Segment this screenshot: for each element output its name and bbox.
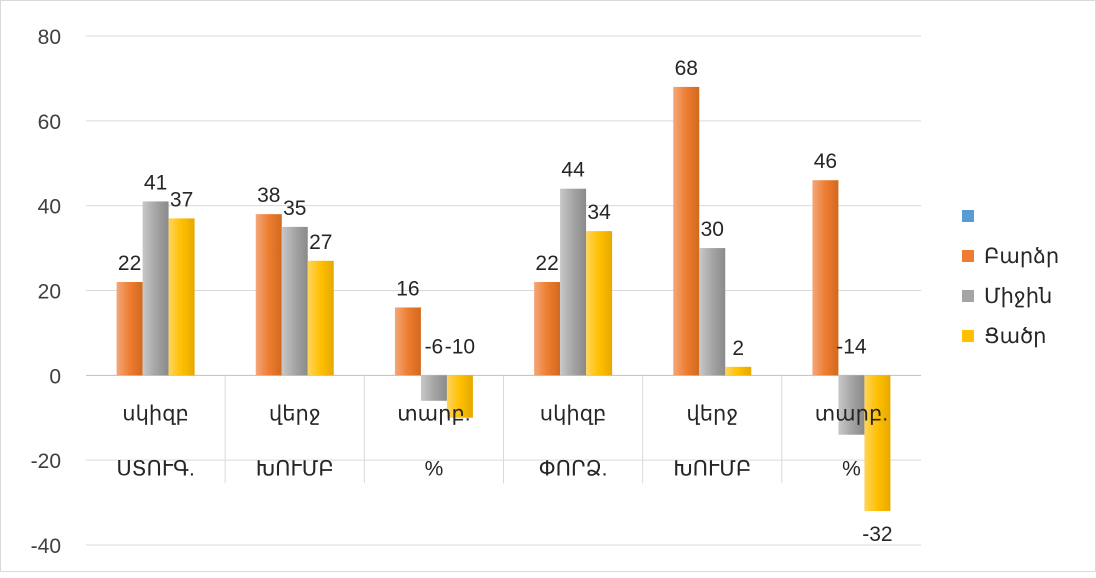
bar	[725, 366, 752, 376]
category-labels: սկիզբ ՍՏՈՒԳ. վերջ ԽՈՒՄԲ տարբ.% սկիզբ ՓՈՐՁ. վերջ…	[116, 375, 888, 484]
legend-swatch	[962, 330, 974, 342]
y-tick-label: 60	[38, 111, 61, 134]
bar	[307, 260, 334, 376]
data-label: -6	[425, 335, 444, 358]
bar	[116, 282, 143, 376]
bar	[812, 180, 839, 376]
legend-label: Միջին	[984, 285, 1052, 308]
data-label: 22	[535, 252, 558, 275]
legend-label: Բարձր	[984, 245, 1059, 268]
y-tick-label: 40	[38, 196, 61, 219]
category-label: սկիզբ	[540, 402, 607, 425]
bar	[838, 375, 865, 435]
legend-swatch	[962, 210, 974, 222]
data-label: 27	[309, 231, 332, 254]
category-label: ԽՈՒՄԲ	[256, 457, 334, 480]
data-label: 30	[701, 218, 724, 241]
category-label: սկիզբ	[122, 402, 189, 425]
bar	[168, 218, 195, 376]
data-label: 46	[814, 150, 837, 173]
category-label: ՓՈՐՁ.	[539, 457, 608, 480]
data-label: 34	[587, 201, 611, 224]
bar	[446, 375, 473, 418]
data-label: -10	[445, 335, 475, 358]
category-label: վերջ	[269, 402, 321, 425]
legend-swatch	[962, 250, 974, 262]
data-label: 41	[144, 171, 167, 194]
bar	[534, 282, 561, 376]
category-label: ՍՏՈՒԳ.	[116, 457, 195, 480]
category-label: վերջ	[686, 402, 738, 425]
bar	[394, 307, 421, 376]
y-tick-label: 20	[38, 281, 61, 304]
data-label: 38	[257, 184, 280, 207]
y-tick-label: 0	[49, 365, 61, 388]
bar	[420, 375, 447, 401]
bar	[142, 201, 169, 376]
category-label: %	[842, 457, 861, 480]
bar	[673, 86, 700, 376]
data-label: 16	[396, 277, 419, 300]
legend: Բարձր Միջին Ցածր	[962, 210, 1059, 348]
bar	[864, 375, 891, 512]
bars	[116, 86, 891, 512]
data-label: 2	[732, 337, 744, 360]
y-tick-label: -40	[31, 535, 61, 558]
data-label: 22	[118, 252, 141, 275]
data-label: 68	[675, 57, 698, 80]
data-label: 35	[283, 197, 306, 220]
bar	[586, 231, 613, 376]
category-label: ԽՈՒՄԲ	[673, 457, 751, 480]
y-tick-label: -20	[31, 450, 61, 473]
data-label: -32	[862, 523, 892, 546]
legend-label: Ցածր	[984, 325, 1046, 348]
data-label: 37	[170, 188, 193, 211]
data-label: 44	[561, 159, 585, 182]
bar	[281, 226, 308, 376]
y-tick-label: 80	[38, 26, 61, 49]
bar	[560, 188, 587, 376]
bar	[699, 248, 726, 376]
bar	[255, 214, 282, 376]
category-label: տարբ.	[397, 402, 470, 425]
category-label: տարբ.	[815, 402, 888, 425]
legend-swatch	[962, 290, 974, 302]
data-label: -14	[836, 335, 867, 358]
category-label: %	[425, 457, 444, 480]
